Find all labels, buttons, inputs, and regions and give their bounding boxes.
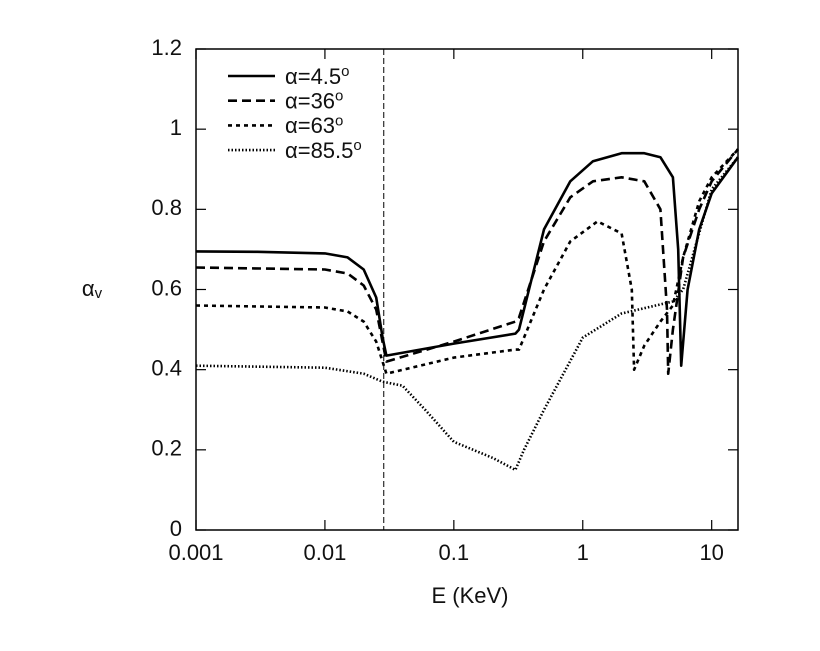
series-line xyxy=(195,148,740,375)
series-line xyxy=(195,148,739,375)
series-line xyxy=(195,156,740,472)
series-line xyxy=(195,151,740,367)
x-tick-label: 1 xyxy=(577,540,589,565)
legend-label: α=4.5o xyxy=(285,63,350,89)
plot-frame xyxy=(195,48,739,531)
x-tick-label: 10 xyxy=(699,540,723,565)
y-tick-label: 0 xyxy=(170,516,182,541)
legend-label: α=36o xyxy=(285,88,343,114)
legend-label: α=85.5o xyxy=(285,137,362,163)
y-tick-label: 0.8 xyxy=(151,195,182,220)
legend-label: α=63o xyxy=(285,112,343,138)
y-axis-title: αv xyxy=(82,276,103,303)
y-tick-label: 0.2 xyxy=(151,436,182,461)
x-tick-label: 0.01 xyxy=(304,540,347,565)
y-tick-label: 1 xyxy=(170,115,182,140)
x-axis-title: E (KeV) xyxy=(431,583,508,608)
y-tick-label: 0.6 xyxy=(151,275,182,300)
y-tick-label: 1.2 xyxy=(151,35,182,60)
x-tick-label: 0.001 xyxy=(168,540,223,565)
x-tick-label: 0.1 xyxy=(439,540,470,565)
y-tick-label: 0.4 xyxy=(151,355,182,380)
